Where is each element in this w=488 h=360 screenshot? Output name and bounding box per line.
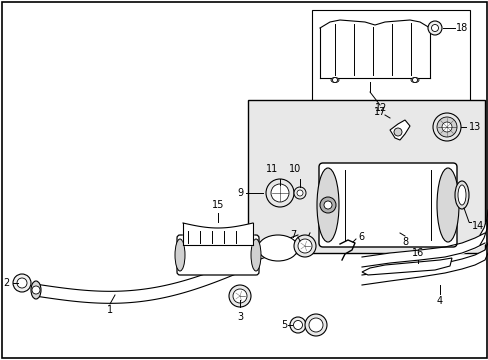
Text: 3: 3 [237,312,243,322]
Circle shape [289,317,305,333]
Ellipse shape [457,185,465,205]
Circle shape [393,128,401,136]
Circle shape [297,239,311,253]
Circle shape [412,77,417,82]
Circle shape [324,201,331,209]
Circle shape [293,235,315,257]
Circle shape [441,122,451,132]
Circle shape [32,286,40,294]
Circle shape [13,274,31,292]
Text: 10: 10 [288,164,301,174]
Text: 5: 5 [280,320,286,330]
Circle shape [430,24,438,32]
Polygon shape [361,258,451,275]
Bar [247,100,484,253]
Text: 16: 16 [411,248,423,258]
Bar [311,10,469,105]
Circle shape [296,190,303,196]
Text: 1: 1 [107,305,113,315]
Text: 2: 2 [4,278,10,288]
Circle shape [436,117,456,137]
Text: 17: 17 [373,107,386,117]
Text: 11: 11 [265,164,278,174]
Text: 6: 6 [357,232,364,242]
Ellipse shape [454,181,468,209]
Ellipse shape [175,239,184,271]
Circle shape [17,278,27,288]
FancyBboxPatch shape [177,235,259,275]
Ellipse shape [436,168,458,242]
Circle shape [332,77,337,82]
Text: 8: 8 [401,237,407,247]
Text: 13: 13 [468,122,480,132]
Text: 9: 9 [237,188,244,198]
FancyBboxPatch shape [318,163,456,247]
Ellipse shape [316,168,338,242]
Circle shape [270,184,288,202]
Polygon shape [389,120,409,140]
Ellipse shape [31,281,41,299]
Circle shape [432,113,460,141]
Circle shape [427,21,441,35]
Circle shape [308,318,323,332]
Ellipse shape [258,235,297,261]
Ellipse shape [410,77,418,82]
Text: 18: 18 [455,23,468,33]
Text: 15: 15 [211,200,224,210]
Circle shape [305,314,326,336]
Text: 7: 7 [289,230,295,240]
Circle shape [293,320,302,329]
Circle shape [228,285,250,307]
Text: 4: 4 [436,296,442,306]
Circle shape [319,197,335,213]
Text: 14: 14 [471,221,483,231]
Ellipse shape [330,77,338,82]
Ellipse shape [250,239,261,271]
Circle shape [293,187,305,199]
Circle shape [265,179,293,207]
Text: 12: 12 [374,103,386,113]
Circle shape [232,289,246,303]
